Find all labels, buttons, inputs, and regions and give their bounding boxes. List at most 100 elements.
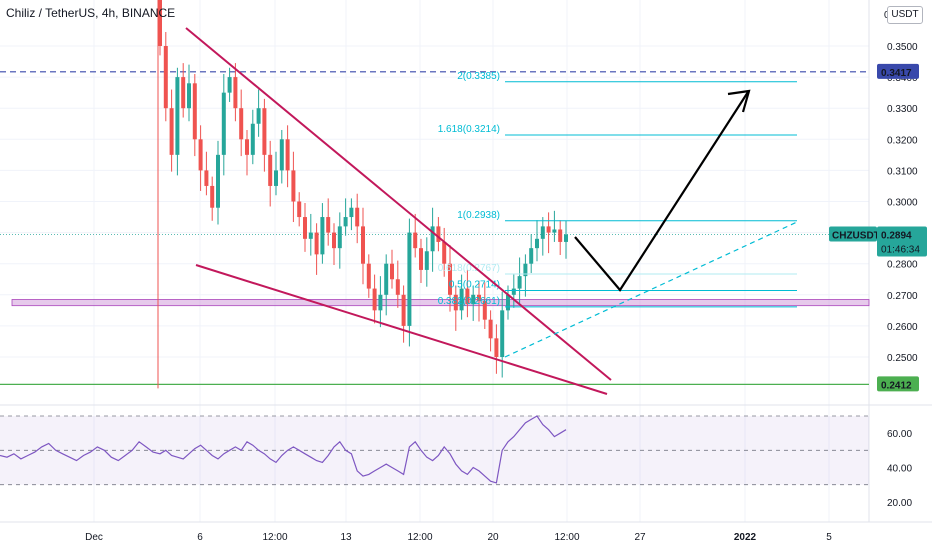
candle-body — [256, 108, 261, 124]
candle-body — [297, 201, 302, 218]
price-axis[interactable]: 0.25000.26000.27000.28000.29000.30000.31… — [884, 10, 918, 364]
candle-body — [169, 108, 174, 155]
wedge-upper-line — [185, 27, 612, 381]
candle-body — [355, 207, 360, 227]
rsi-tick-label: 40.00 — [887, 464, 912, 475]
candle-body — [175, 77, 180, 155]
symbol-tag: CHZUSDT — [832, 230, 880, 241]
time-tick-label: 20 — [487, 532, 499, 543]
time-tick-label: 12:00 — [554, 532, 579, 543]
candle-body — [181, 77, 186, 109]
fib-extension[interactable]: 2(0.3385) 1.618(0.3214) 1(0.2938) 0.618(0.2… — [438, 71, 797, 308]
price-tick-label: 0.3200 — [887, 135, 918, 146]
dash-level-price-label: 0.3417 — [881, 68, 912, 79]
candle-body — [413, 232, 418, 249]
candle-body — [239, 108, 244, 140]
candle-body — [187, 83, 191, 109]
candle-body — [320, 217, 325, 255]
time-tick-label: Dec — [85, 532, 103, 543]
fib-level-label: 1.618(0.3214) — [438, 124, 500, 135]
dash-level-price-label-bg — [877, 63, 919, 79]
candle-body — [221, 92, 226, 155]
arrow-head — [727, 89, 751, 113]
candle-body — [407, 232, 412, 326]
candle-body — [558, 229, 563, 242]
candle-body — [482, 301, 487, 320]
price-grid — [0, 0, 932, 523]
candle-body — [378, 294, 383, 311]
last-price-label: 0.2894 — [881, 230, 912, 241]
candle-body — [424, 251, 429, 270]
candle-body — [546, 226, 551, 233]
price-tick-label: 0.2700 — [887, 291, 918, 302]
chart-title: Chiliz / TetherUS, 4h, BINANCE — [6, 6, 176, 20]
candle-body — [285, 139, 290, 171]
candle-body — [366, 263, 371, 289]
candle-body — [210, 185, 215, 208]
rsi-pane: 20.00 40.00 60.00 — [0, 415, 912, 509]
time-tick-label: 13 — [340, 532, 352, 543]
candle-body — [250, 123, 255, 155]
candle-body — [361, 226, 365, 264]
trend-drawings[interactable] — [185, 27, 798, 395]
price-tick-label: 0.3100 — [887, 166, 918, 177]
candle-body — [163, 46, 168, 109]
currency-badge[interactable]: USDT — [887, 6, 923, 24]
fib-level-label: 0.618(0.2767) — [438, 263, 500, 274]
fib-level-label: 2(0.3385) — [457, 71, 500, 82]
time-tick-label: 2022 — [734, 532, 757, 543]
candle-body — [564, 234, 568, 242]
candle-body — [245, 139, 249, 155]
price-marks: 0.3417 CHZUSDT 0.2894 01:46:34 0.2412 — [829, 63, 927, 392]
candle-body — [500, 310, 505, 357]
price-tick-label: 0.2600 — [887, 322, 918, 333]
candle-body — [198, 139, 203, 171]
candle-body — [488, 319, 493, 339]
candle-body — [314, 232, 319, 255]
candle-body — [477, 294, 481, 302]
candle-countdown: 01:46:34 — [881, 244, 920, 255]
fib-level-label: 0.5(0.2714) — [449, 279, 500, 290]
candle-body — [308, 232, 313, 239]
candle-body — [448, 263, 452, 295]
candle-body — [274, 170, 278, 186]
candle-body — [303, 217, 307, 239]
candle-body — [233, 77, 238, 109]
support-band — [11, 299, 870, 307]
candle-body — [453, 294, 458, 311]
candle-body — [506, 294, 510, 311]
price-tick-label: 0.3500 — [887, 42, 918, 53]
candle-body — [372, 288, 377, 311]
candle-body — [459, 288, 464, 311]
candle-body — [332, 232, 336, 249]
candle-body — [158, 0, 162, 46]
candle-body — [511, 288, 516, 295]
candle-body — [204, 170, 209, 186]
candle-body — [442, 241, 447, 264]
candlesticks — [157, 0, 568, 389]
candle-body — [401, 294, 406, 326]
last-price-tag-bg — [877, 226, 927, 257]
rsi-tick-label: 20.00 — [887, 498, 912, 509]
candle-body — [216, 154, 220, 208]
rsi-tick-label: 60.00 — [887, 429, 912, 440]
support-price-label-bg — [877, 376, 919, 392]
candle-body — [227, 77, 232, 93]
candle-body — [436, 226, 441, 242]
candle-body — [192, 83, 197, 140]
candle-body — [471, 294, 476, 305]
candle-body — [517, 276, 522, 289]
price-tick-label: 0.3300 — [887, 104, 918, 115]
fib-level-label: 0.382(0.2661) — [438, 296, 500, 307]
time-axis[interactable]: Dec 6 12:00 13 12:00 20 12:00 27 2022 5 — [85, 532, 832, 543]
candle-body — [349, 207, 354, 218]
time-tick-label: 6 — [197, 532, 203, 543]
candle-body — [535, 238, 539, 249]
candle-body — [337, 226, 342, 249]
wedge-lower-line — [195, 264, 608, 395]
candle-body — [540, 226, 545, 239]
candle-body — [419, 248, 423, 270]
price-tick-label: 0.2800 — [887, 260, 918, 271]
rsi-line — [0, 415, 567, 484]
